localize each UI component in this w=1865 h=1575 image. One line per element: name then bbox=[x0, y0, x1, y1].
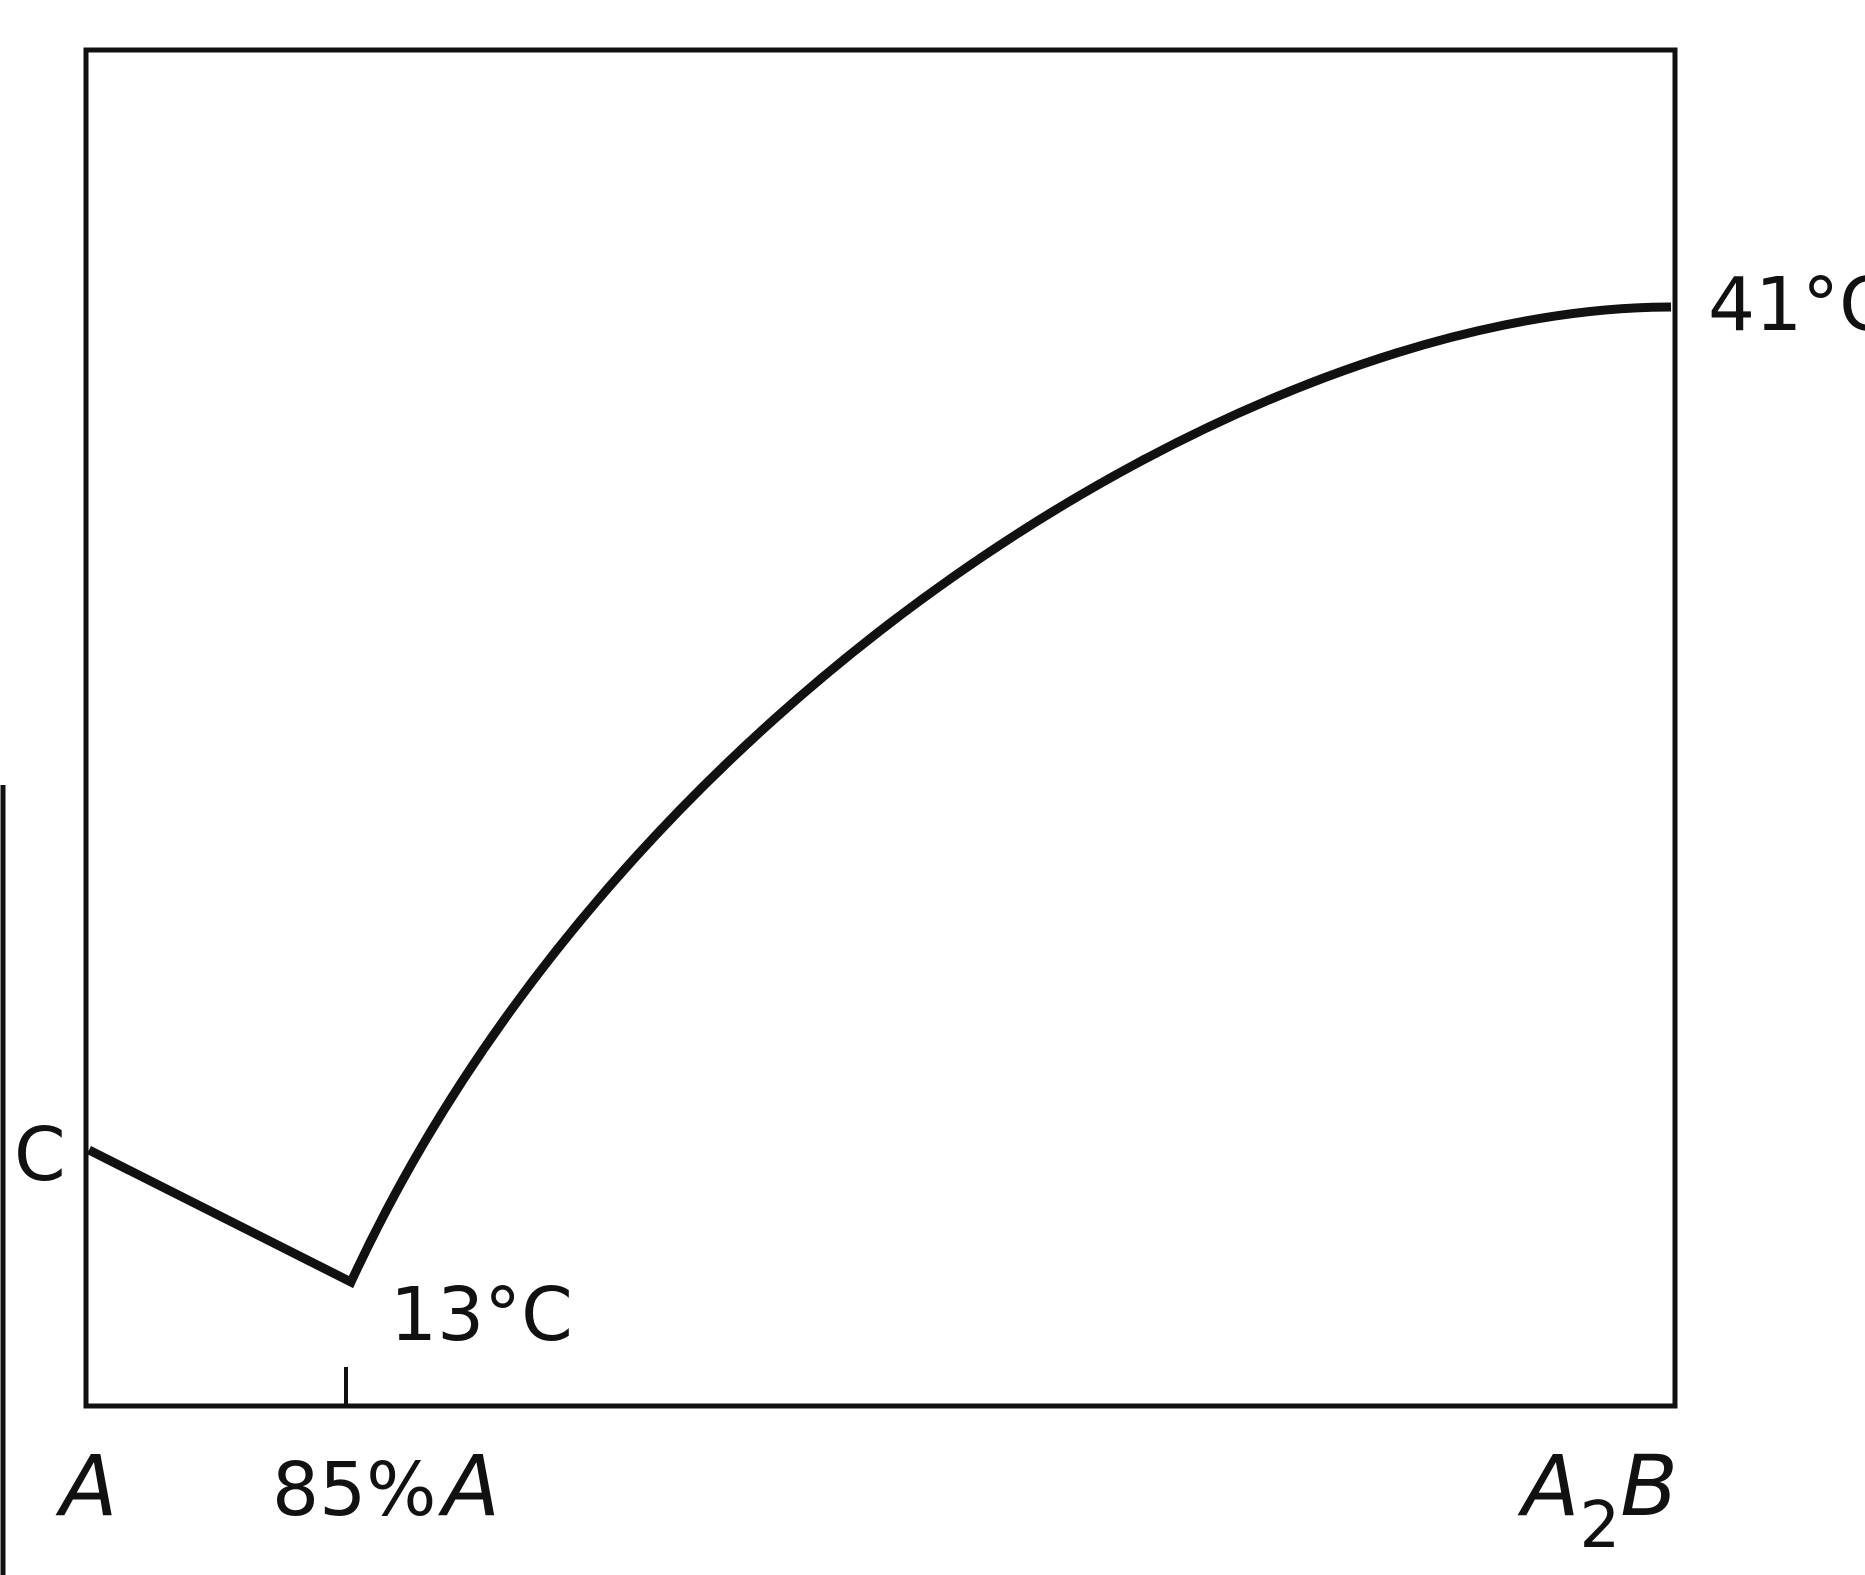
axis-label-letter: A bbox=[1517, 1437, 1579, 1535]
temp-label: 41°C bbox=[1708, 262, 1865, 348]
axis-label-subscript: 2 bbox=[1579, 1489, 1620, 1563]
axis-label: A2B bbox=[1517, 1437, 1678, 1563]
axis-label: 85%A bbox=[272, 1437, 500, 1535]
frame bbox=[83, 47, 1678, 1409]
liquidus-curve bbox=[86, 302, 1672, 1289]
axis-label-number: 85% bbox=[272, 1447, 436, 1533]
axis-label-letter: A bbox=[437, 1437, 499, 1535]
axis-label-letter: B bbox=[1620, 1437, 1678, 1535]
temp-label: C bbox=[14, 1112, 66, 1198]
temp-label: 13°C bbox=[390, 1272, 573, 1358]
axis-label: A bbox=[55, 1437, 117, 1535]
